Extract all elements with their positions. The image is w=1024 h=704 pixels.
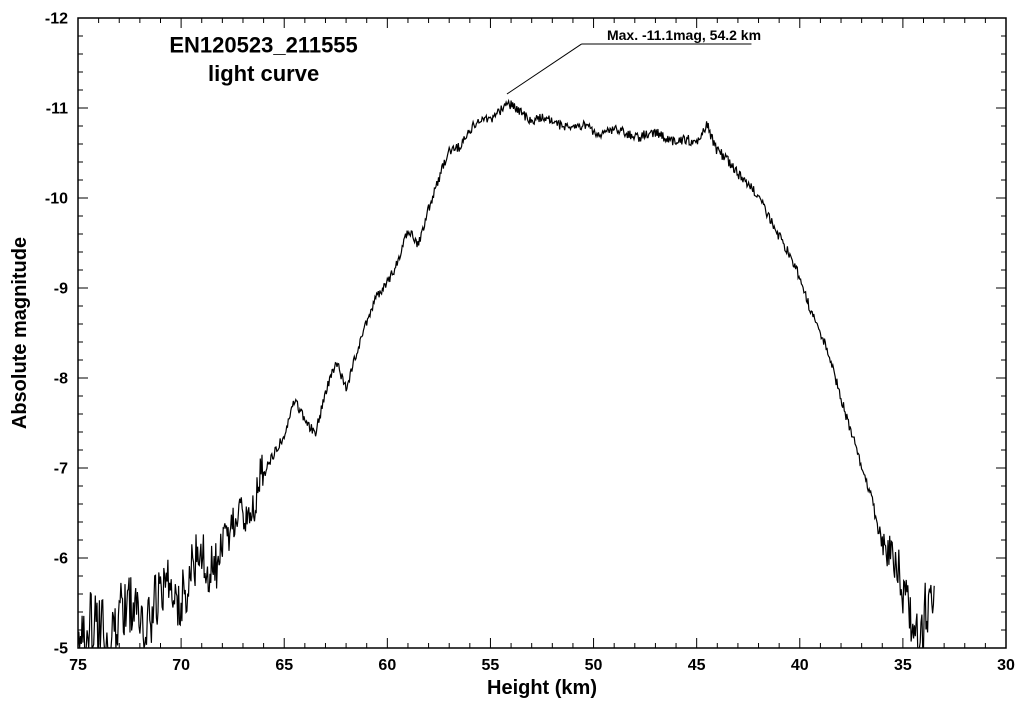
annotation-leader [507, 44, 582, 94]
y-tick-label: -5 [54, 641, 68, 658]
y-tick-label: -9 [54, 281, 68, 298]
chart-title-line2: light curve [208, 61, 319, 86]
x-tick-label: 75 [69, 657, 87, 674]
x-tick-label: 65 [275, 657, 293, 674]
x-tick-label: 55 [482, 657, 500, 674]
annotation-label: Max. -11.1mag, 54.2 km [607, 27, 761, 43]
y-tick-label: -10 [45, 191, 68, 208]
y-tick-label: -11 [46, 101, 68, 118]
x-tick-label: 45 [688, 657, 706, 674]
x-tick-label: 30 [997, 657, 1015, 674]
x-tick-label: 70 [172, 657, 190, 674]
plot-border [78, 18, 1006, 648]
y-tick-label: -6 [54, 551, 68, 568]
y-axis-label: Absolute magnitude [9, 237, 31, 429]
x-tick-label: 60 [378, 657, 396, 674]
lightcurve-line [78, 101, 934, 648]
y-tick-label: -12 [45, 11, 68, 28]
chart-container: 75 70 65 60 55 50 45 40 35 30 -12 -11 -10 -9 -8 -7 -6 -5 H… [0, 0, 1024, 704]
y-tick-label: -8 [54, 371, 68, 388]
x-tick-label: 35 [894, 657, 912, 674]
x-tick-label: 40 [791, 657, 809, 674]
chart-title-line1: EN120523_211555 [169, 33, 357, 58]
y-tick-label: -7 [54, 461, 68, 478]
x-tick-label: 50 [585, 657, 603, 674]
x-axis-label: Height (km) [487, 677, 597, 699]
lightcurve-chart: 75 70 65 60 55 50 45 40 35 30 -12 -11 -10 -9 -8 -7 -6 -5 H… [0, 0, 1024, 704]
